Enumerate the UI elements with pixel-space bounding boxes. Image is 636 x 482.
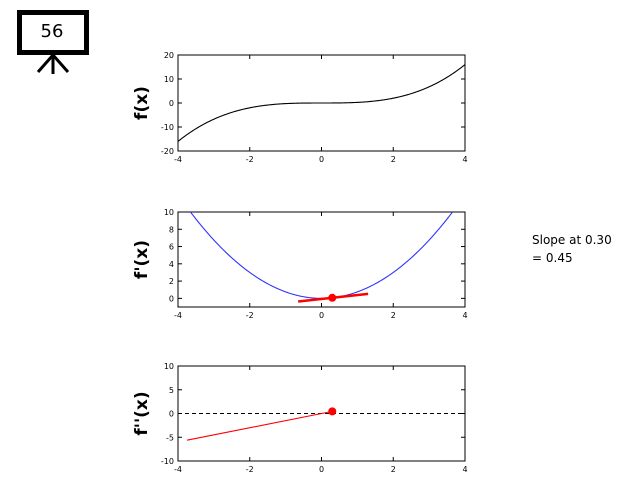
x-tick-label: 4 (462, 155, 467, 164)
y-tick-label: -10 (161, 123, 174, 132)
series-line (186, 410, 333, 441)
y-tick-label: 20 (164, 51, 174, 60)
presentation-board-icon (17, 10, 89, 74)
x-tick-label: -2 (246, 465, 254, 474)
x-tick-label: 2 (391, 465, 396, 474)
plot-area (178, 64, 465, 142)
y-tick-label: 10 (164, 208, 174, 217)
slope-annotation-line1: Slope at 0.30 (532, 233, 612, 247)
x-tick-label: -2 (246, 311, 254, 320)
highlight-point (328, 407, 337, 416)
highlight-point (328, 293, 337, 302)
y-tick-label: 8 (169, 225, 174, 234)
x-tick-label: -4 (174, 465, 182, 474)
y-tick-label: 4 (169, 260, 174, 269)
x-tick-label: 0 (319, 311, 324, 320)
plot-frame (177, 211, 466, 308)
x-tick-label: 0 (319, 465, 324, 474)
y-tick-label: 10 (164, 75, 174, 84)
series-line (189, 212, 454, 299)
x-tick-label: 2 (391, 155, 396, 164)
y-tick-label: 0 (169, 99, 174, 108)
y-tick-label: 6 (169, 243, 174, 252)
y-tick-label: -20 (161, 147, 174, 156)
y-axis-label: f'(x) (132, 240, 152, 279)
y-tick-label: 0 (169, 410, 174, 419)
slope-annotation-line2: = 0.45 (532, 251, 573, 265)
x-tick-label: 4 (462, 311, 467, 320)
y-tick-label: 0 (169, 294, 174, 303)
y-axis-label: f''(x) (132, 391, 152, 435)
plot-area (178, 410, 465, 441)
y-tick-label: 10 (164, 362, 174, 371)
slope-annotation: Slope at 0.30 = 0.45 (532, 231, 612, 267)
badge-number: 56 (40, 21, 64, 42)
x-tick-label: -4 (174, 311, 182, 320)
y-tick-label: -10 (161, 457, 174, 466)
y-axis-label: f(x) (132, 86, 152, 120)
plot-f-prime: -4 -2 0 2 4 0 2 4 6 8 10 f'(x) (132, 208, 468, 320)
x-tick-label: -2 (246, 155, 254, 164)
x-tick-label: 2 (391, 311, 396, 320)
x-tick-label: -4 (174, 155, 182, 164)
y-tick-label: -5 (166, 433, 174, 442)
series-line (178, 64, 465, 142)
y-tick-label: 2 (169, 277, 174, 286)
plot-f-double-prime: -4 -2 0 2 4 -10 -5 0 5 10 f''(x) (132, 362, 468, 474)
x-tick-label: 0 (319, 155, 324, 164)
plot-area (189, 212, 454, 303)
x-tick-label: 4 (462, 465, 467, 474)
y-tick-label: 5 (169, 386, 174, 395)
